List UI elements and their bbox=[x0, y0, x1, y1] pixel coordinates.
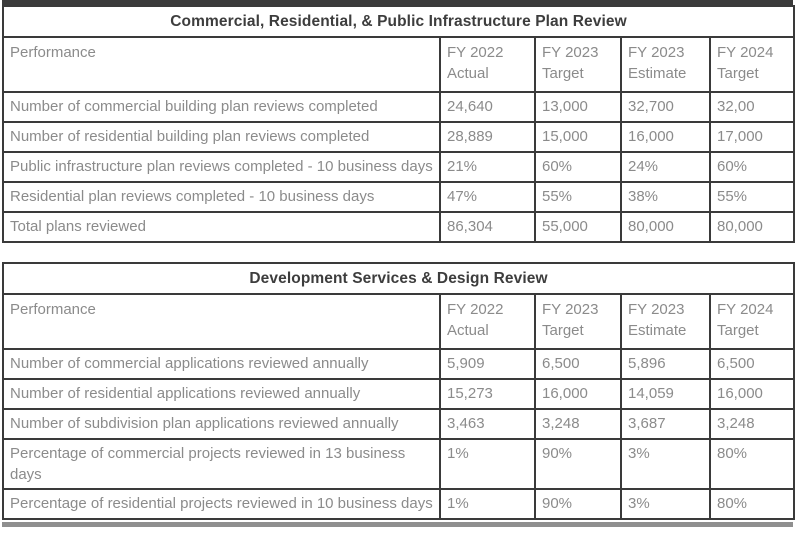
cell-value: 24% bbox=[620, 151, 711, 183]
column-header-fy2023-estimate: FY 2023 Estimate bbox=[620, 293, 711, 350]
cell-value: 80% bbox=[708, 488, 796, 520]
cell-value: 3,463 bbox=[439, 408, 536, 440]
cell-value: 5,909 bbox=[439, 348, 536, 380]
cell-value: 17,000 bbox=[708, 121, 796, 153]
table-row: Percentage of residential projects revie… bbox=[2, 488, 796, 520]
cell-value: 90% bbox=[534, 438, 622, 490]
column-header-fy2023-target: FY 2023 Target bbox=[534, 36, 622, 93]
cell-value: 80% bbox=[708, 438, 796, 490]
table-title: Commercial, Residential, & Public Infras… bbox=[1, 5, 796, 38]
cell-value: 60% bbox=[534, 151, 622, 183]
table-row: Public infrastructure plan reviews compl… bbox=[2, 151, 796, 183]
cell-value: 15,000 bbox=[534, 121, 622, 153]
cell-value: 90% bbox=[534, 488, 622, 520]
column-header-fy2022-actual: FY 2022 Actual bbox=[439, 293, 536, 350]
cell-value: 80,000 bbox=[620, 211, 711, 243]
row-label: Percentage of residential projects revie… bbox=[2, 488, 441, 520]
row-label: Number of residential applications revie… bbox=[2, 378, 441, 410]
cell-value: 1% bbox=[439, 488, 536, 520]
row-label: Number of subdivision plan applications … bbox=[2, 408, 441, 440]
table-title: Development Services & Design Review bbox=[1, 262, 796, 295]
row-label: Number of residential building plan revi… bbox=[2, 121, 441, 153]
cell-value: 55% bbox=[534, 181, 622, 213]
cell-value: 32,00 bbox=[708, 91, 796, 123]
cell-value: 3% bbox=[620, 438, 711, 490]
cell-value: 3,248 bbox=[534, 408, 622, 440]
cell-value: 38% bbox=[620, 181, 711, 213]
cell-value: 3,687 bbox=[620, 408, 711, 440]
column-header-performance: Performance bbox=[2, 293, 441, 350]
cell-value: 16,000 bbox=[620, 121, 711, 153]
cutoff-bottom-strip bbox=[2, 522, 793, 527]
cell-value: 6,500 bbox=[708, 348, 796, 380]
column-header-fy2024-target: FY 2024 Target bbox=[708, 293, 796, 350]
column-header-fy2022-actual: FY 2022 Actual bbox=[439, 36, 536, 93]
cell-value: 3% bbox=[620, 488, 711, 520]
row-label: Number of commercial applications review… bbox=[2, 348, 441, 380]
column-header-fy2023-target: FY 2023 Target bbox=[534, 293, 622, 350]
cell-value: 15,273 bbox=[439, 378, 536, 410]
cell-value: 28,889 bbox=[439, 121, 536, 153]
row-label: Public infrastructure plan reviews compl… bbox=[2, 151, 441, 183]
row-label: Percentage of commercial projects review… bbox=[2, 438, 441, 490]
column-header-row: Performance FY 2022 Actual FY 2023 Targe… bbox=[2, 293, 796, 350]
column-header-row: Performance FY 2022 Actual FY 2023 Targe… bbox=[2, 36, 796, 93]
cell-value: 1% bbox=[439, 438, 536, 490]
column-header-fy2023-estimate: FY 2023 Estimate bbox=[620, 36, 711, 93]
cell-value: 55,000 bbox=[534, 211, 622, 243]
plan-review-table: Commercial, Residential, & Public Infras… bbox=[1, 5, 796, 243]
row-label: Number of commercial building plan revie… bbox=[2, 91, 441, 123]
table-row: Total plans reviewed 86,304 55,000 80,00… bbox=[2, 211, 796, 243]
table-row: Number of residential building plan revi… bbox=[2, 121, 796, 153]
row-label: Residential plan reviews completed - 10 … bbox=[2, 181, 441, 213]
table-title-row: Commercial, Residential, & Public Infras… bbox=[1, 5, 796, 38]
design-review-table: Development Services & Design Review Per… bbox=[1, 262, 796, 520]
table-row: Percentage of commercial projects review… bbox=[2, 438, 796, 490]
column-header-performance: Performance bbox=[2, 36, 441, 93]
table-row: Number of commercial applications review… bbox=[2, 348, 796, 380]
table-row: Number of commercial building plan revie… bbox=[2, 91, 796, 123]
cell-value: 24,640 bbox=[439, 91, 536, 123]
table-row: Number of residential applications revie… bbox=[2, 378, 796, 410]
cell-value: 13,000 bbox=[534, 91, 622, 123]
cell-value: 5,896 bbox=[620, 348, 711, 380]
cell-value: 32,700 bbox=[620, 91, 711, 123]
cell-value: 16,000 bbox=[708, 378, 796, 410]
row-label: Total plans reviewed bbox=[2, 211, 441, 243]
cell-value: 86,304 bbox=[439, 211, 536, 243]
cell-value: 60% bbox=[708, 151, 796, 183]
cell-value: 55% bbox=[708, 181, 796, 213]
cell-value: 21% bbox=[439, 151, 536, 183]
column-header-fy2024-target: FY 2024 Target bbox=[708, 36, 796, 93]
cell-value: 80,000 bbox=[708, 211, 796, 243]
cell-value: 3,248 bbox=[708, 408, 796, 440]
cell-value: 16,000 bbox=[534, 378, 622, 410]
cell-value: 47% bbox=[439, 181, 536, 213]
cell-value: 14,059 bbox=[620, 378, 711, 410]
table-row: Residential plan reviews completed - 10 … bbox=[2, 181, 796, 213]
table-row: Number of subdivision plan applications … bbox=[2, 408, 796, 440]
cell-value: 6,500 bbox=[534, 348, 622, 380]
table-title-row: Development Services & Design Review bbox=[1, 262, 796, 295]
cutoff-top-strip bbox=[2, 0, 793, 5]
